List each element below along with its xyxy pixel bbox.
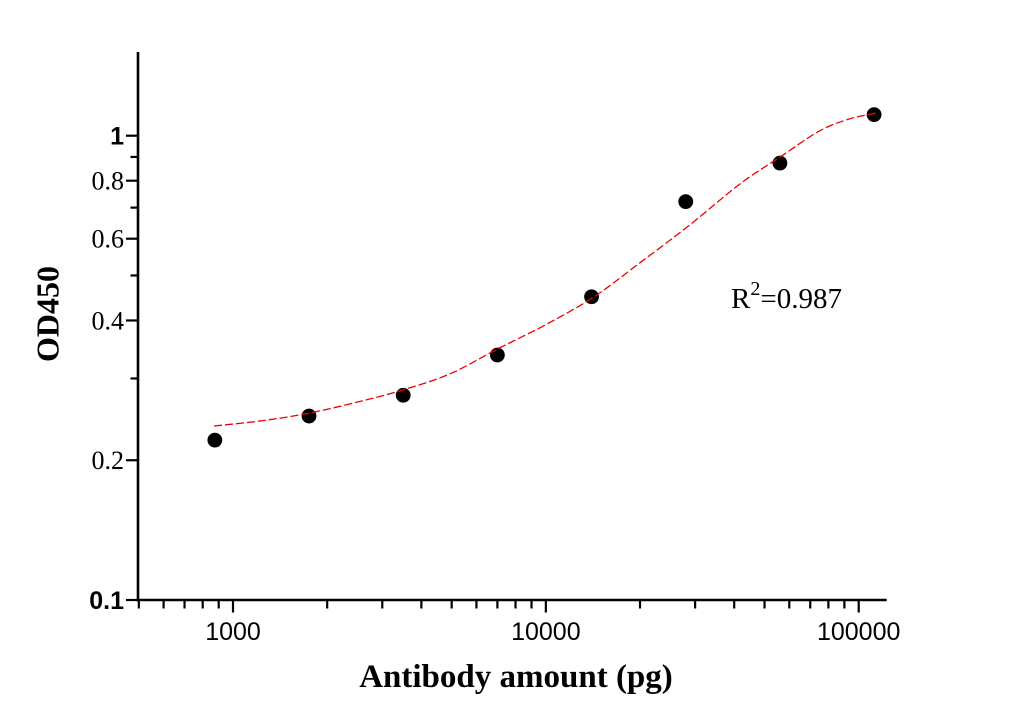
data-point bbox=[207, 432, 223, 448]
fit-curve bbox=[214, 112, 877, 427]
y-axis-title: OD450 bbox=[29, 266, 66, 362]
x-tick-label: 100000 bbox=[817, 618, 900, 646]
y-tick-label: 0.1 bbox=[89, 587, 124, 615]
x-tick-label: 1000 bbox=[205, 618, 261, 646]
y-tick-label: 0.2 bbox=[92, 446, 125, 475]
x-axis-title: Antibody amount (pg) bbox=[359, 659, 673, 695]
r-squared-annotation: R2=0.987 bbox=[731, 279, 842, 316]
y-tick-label: 0.4 bbox=[92, 306, 125, 335]
r-squared-exponent: 2 bbox=[750, 278, 761, 301]
data-point bbox=[678, 194, 694, 210]
r-squared-value: =0.987 bbox=[760, 283, 842, 315]
y-tick-label: 0.8 bbox=[92, 167, 125, 196]
data-point bbox=[866, 107, 882, 123]
y-tick-label: 0.6 bbox=[92, 225, 125, 254]
data-point bbox=[772, 155, 788, 171]
data-point bbox=[489, 347, 505, 363]
data-point bbox=[301, 408, 317, 424]
x-tick-label: 10000 bbox=[511, 618, 581, 646]
r-squared-base: R bbox=[731, 283, 751, 315]
y-tick-label: 1 bbox=[110, 123, 124, 151]
